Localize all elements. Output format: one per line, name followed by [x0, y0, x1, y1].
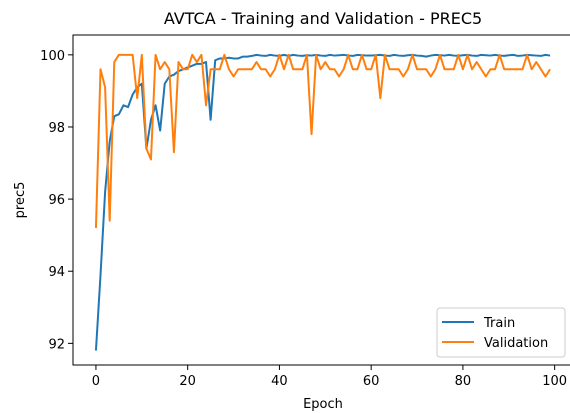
y-axis-label: prec5 [13, 182, 28, 219]
x-tick-label: 20 [179, 374, 196, 389]
legend: Train Validation [436, 307, 566, 358]
x-axis: 0 20 40 60 80 100 [92, 365, 567, 389]
y-axis: 92 94 96 98 100 [40, 49, 73, 352]
y-tick-label: 96 [48, 193, 65, 208]
legend-box [436, 307, 566, 358]
x-axis-label: Epoch [303, 397, 343, 412]
series-line-validation [94, 53, 551, 228]
series-line-train [94, 53, 551, 351]
legend-train-label: Train [483, 316, 515, 331]
x-tick-label: 100 [542, 374, 567, 389]
chart-title: AVTCA - Training and Validation - PREC5 [164, 9, 482, 28]
y-tick-label: 98 [48, 121, 65, 136]
y-tick-label: 100 [40, 49, 65, 64]
plot-frame [72, 34, 570, 366]
x-tick-label: 80 [455, 374, 472, 389]
series-layer [94, 53, 551, 351]
plot-area [72, 34, 570, 366]
x-tick-label: 40 [271, 374, 288, 389]
y-tick-label: 92 [48, 337, 65, 352]
x-tick-label: 0 [92, 374, 100, 389]
y-tick-label: 94 [48, 265, 65, 280]
legend-validation-label: Validation [484, 336, 548, 351]
x-tick-label: 60 [363, 374, 380, 389]
